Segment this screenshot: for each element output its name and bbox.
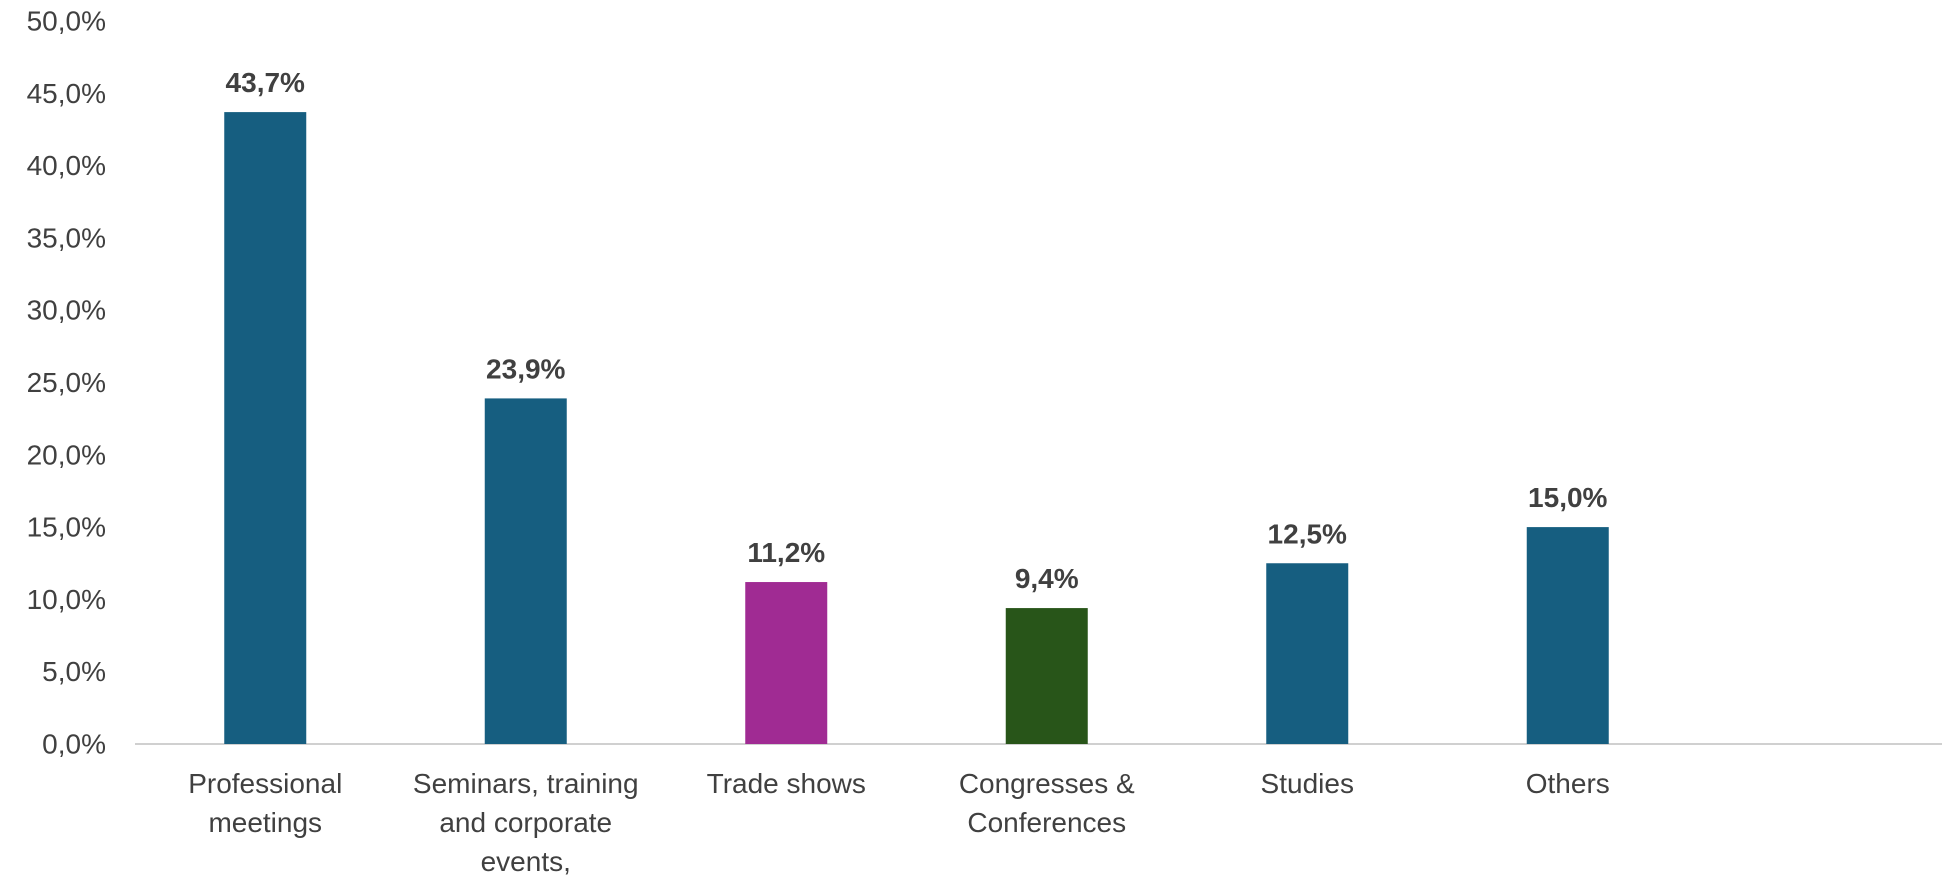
y-tick-label: 0,0%: [42, 729, 106, 760]
bar: [224, 112, 307, 744]
bar: [484, 398, 567, 744]
bar: [745, 582, 828, 744]
y-tick-label: 30,0%: [27, 295, 106, 326]
y-tick-label: 15,0%: [27, 512, 106, 543]
y-tick-label: 5,0%: [42, 656, 106, 687]
y-axis: 0,0% 5,0% 10,0% 15,0% 20,0% 25,0% 30,0% 35,0% 40…: [27, 6, 1942, 760]
y-tick-label: 20,0%: [27, 439, 106, 470]
x-category-label: Studies: [1261, 768, 1354, 799]
x-category-label: Seminars, training and corporate events,: [413, 768, 639, 877]
y-tick-label: 10,0%: [27, 584, 106, 615]
x-axis: Professional meetings Seminars, training an…: [188, 768, 1610, 877]
y-tick-label: 40,0%: [27, 150, 106, 181]
x-category-label: Professional meetings: [188, 768, 342, 838]
data-label: 15,0%: [1528, 482, 1607, 513]
bar: [1526, 527, 1609, 744]
bar: [1005, 608, 1088, 744]
data-label: 43,7%: [226, 67, 305, 98]
x-category-label: Congresses & Conferences: [959, 768, 1135, 838]
x-category-label: Trade shows: [707, 768, 866, 799]
bar: [1266, 563, 1349, 744]
y-tick-label: 25,0%: [27, 367, 106, 398]
data-label: 11,2%: [747, 537, 825, 568]
bars: 43,7% 23,9% 11,2% 9,4% 12,5% 15,0%: [224, 67, 1609, 744]
data-label: 9,4%: [1015, 563, 1079, 594]
y-tick-label: 50,0%: [27, 6, 106, 37]
data-label: 12,5%: [1268, 518, 1347, 549]
y-tick-label: 45,0%: [27, 78, 106, 109]
y-tick-label: 35,0%: [27, 222, 106, 253]
x-category-label: Others: [1526, 768, 1610, 799]
data-label: 23,9%: [486, 353, 565, 384]
